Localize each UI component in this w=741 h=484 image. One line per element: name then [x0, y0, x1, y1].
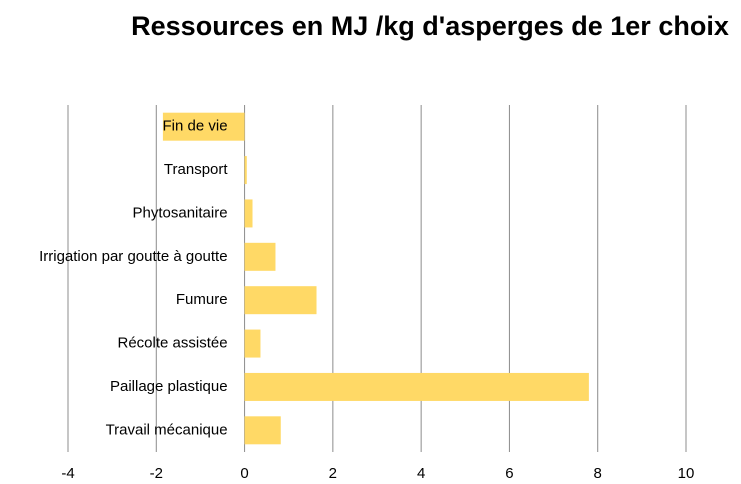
- chart-title: Ressources en MJ /kg d'asperges de 1er c…: [131, 11, 729, 41]
- bar: [244, 372, 589, 401]
- x-tick-label: -2: [150, 465, 163, 482]
- x-tick-label: 0: [240, 465, 248, 482]
- y-tick-label: Phytosanitaire: [133, 204, 228, 221]
- bar: [244, 199, 253, 228]
- x-tick-label: 4: [417, 465, 425, 482]
- x-tick-label: -4: [61, 465, 74, 482]
- x-tick-label: 8: [594, 465, 602, 482]
- x-tick-label: 10: [678, 465, 695, 482]
- y-tick-label: Fin de vie: [163, 118, 228, 135]
- y-tick-label: Récolte assistée: [118, 335, 228, 352]
- bar: [244, 156, 247, 185]
- bar: [244, 416, 281, 445]
- bar: [244, 329, 261, 358]
- bar: [244, 242, 276, 271]
- bar: [162, 112, 245, 141]
- y-tick-label: Transport: [164, 161, 228, 178]
- y-tick-label: Travail mécanique: [106, 421, 228, 438]
- y-tick-label: Irrigation par goutte à goutte: [39, 248, 227, 265]
- y-tick-label: Fumure: [176, 291, 228, 308]
- bar: [244, 286, 317, 315]
- x-tick-label: 2: [329, 465, 337, 482]
- y-tick-label: Paillage plastique: [110, 378, 228, 395]
- x-tick-label: 6: [505, 465, 513, 482]
